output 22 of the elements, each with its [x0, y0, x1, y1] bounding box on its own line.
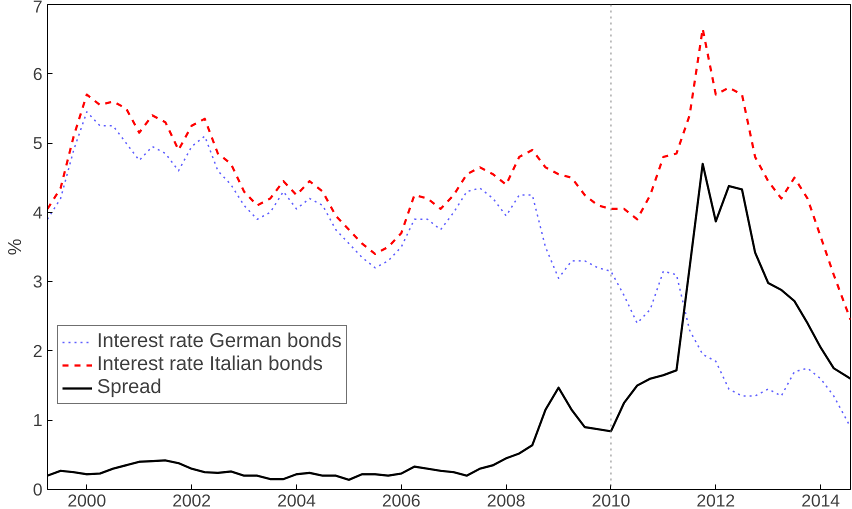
- x-tick-label: 2012: [696, 490, 736, 509]
- y-tick-label: 3: [32, 272, 43, 292]
- line-series: [48, 111, 850, 428]
- x-tick-label: 2002: [172, 490, 211, 509]
- line-series: [48, 28, 850, 321]
- y-tick-label: 4: [32, 202, 43, 222]
- x-tick-label: 2014: [801, 490, 840, 509]
- y-tick-label: 2: [32, 340, 43, 361]
- y-axis-title: %: [4, 238, 25, 256]
- x-tick-label: 2004: [277, 490, 316, 509]
- y-tick-label: 7: [32, 0, 43, 16]
- y-tick-label: 1: [32, 410, 43, 430]
- legend-label: Spread: [97, 376, 162, 399]
- y-tick-label: 5: [32, 133, 43, 154]
- legend-label: Interest rate German bonds: [97, 330, 342, 353]
- x-tick-label: 2008: [486, 490, 526, 509]
- y-tick-label: 6: [32, 64, 43, 84]
- y-tick-label: 0: [32, 480, 43, 500]
- legend-label: Interest rate Italian bonds: [97, 353, 323, 376]
- x-tick-label: 2000: [68, 490, 106, 509]
- x-tick-label: 2010: [592, 490, 630, 509]
- x-tick-label: 2006: [382, 490, 421, 509]
